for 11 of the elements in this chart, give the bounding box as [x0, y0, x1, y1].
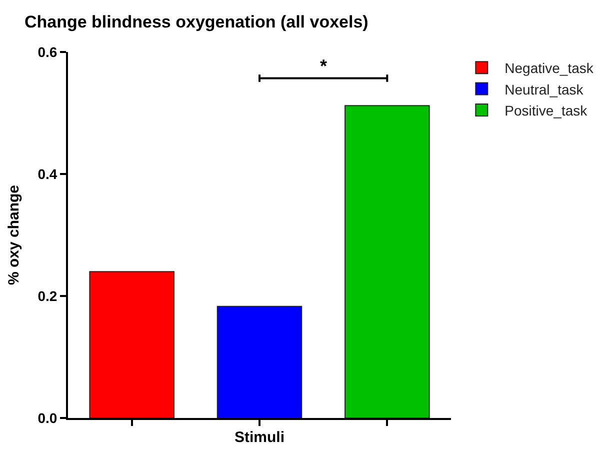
x-axis-title: Stimuli: [234, 428, 285, 446]
y-axis-title: % oxy change: [5, 184, 22, 286]
y-tick-label: 0.4: [38, 166, 58, 182]
chart-title: Change blindness oxygenation (all voxels): [24, 12, 368, 32]
y-tick-label: 0.6: [38, 44, 58, 60]
y-tick-label: 0.2: [38, 288, 58, 304]
legend-label: Neutral_task: [504, 81, 584, 98]
y-tick-label: 0.0: [38, 410, 58, 426]
legend-label: Positive_task: [504, 102, 588, 118]
annotation: *: [320, 56, 328, 76]
legend-label: Negative_task: [504, 60, 594, 76]
